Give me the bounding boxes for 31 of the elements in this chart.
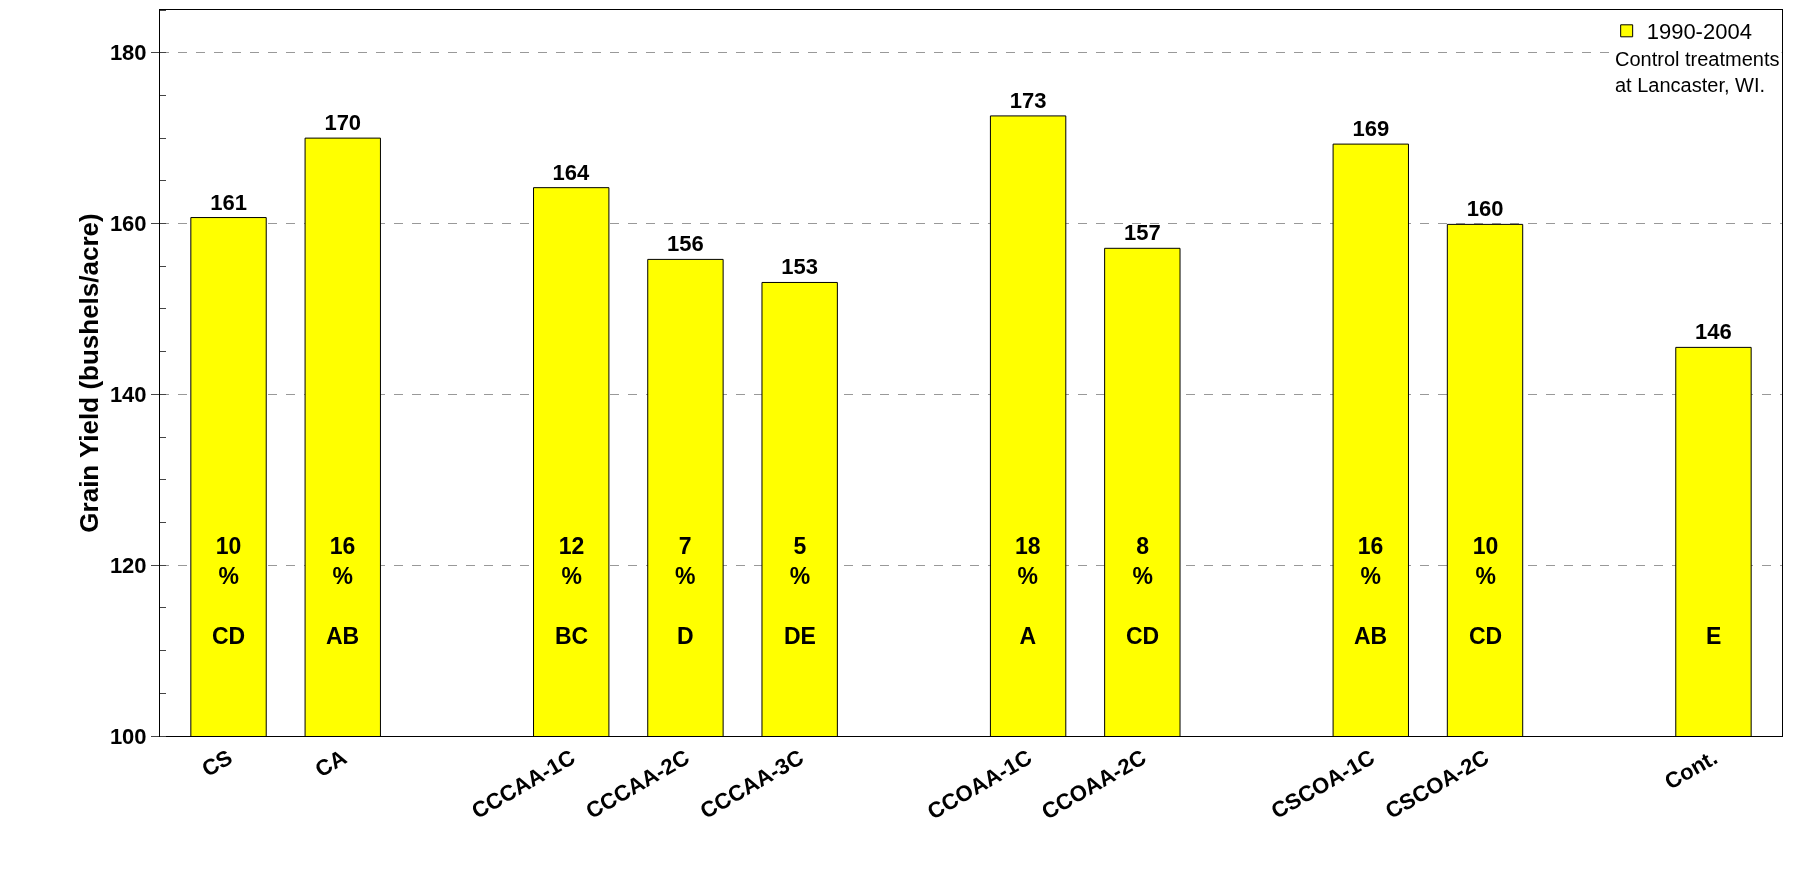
text: 10 % CD <box>1469 533 1503 649</box>
data-label: 164 <box>552 159 590 185</box>
text: 16 % AB <box>1354 533 1388 649</box>
annotation: E <box>1706 623 1722 649</box>
text: 8 % CD <box>1126 533 1160 649</box>
data-label: 169 <box>1352 116 1390 142</box>
data-label: 156 <box>667 231 704 257</box>
text: 18 % A <box>1015 533 1041 649</box>
text: 10 % CD <box>212 533 246 649</box>
data-label: 160 <box>1466 196 1504 222</box>
x-tick-label: CA <box>310 744 351 783</box>
data-label: 157 <box>1123 220 1161 246</box>
x-tick-label: CS <box>197 744 237 782</box>
data-label: 173 <box>1009 87 1047 113</box>
y-axis-title: Grain Yield (bushels/acre) <box>74 213 104 533</box>
y-tick-label: 120 <box>109 552 147 578</box>
text: 5 % DE <box>784 533 816 649</box>
text: 16 % AB <box>326 533 360 649</box>
x-tick-label: Cont. <box>1660 744 1722 795</box>
data-label: 161 <box>210 189 247 215</box>
y-tick-label: 160 <box>109 211 147 237</box>
data-label: 153 <box>781 254 819 280</box>
annotation: Control treatments at Lancaster, WI. <box>1615 48 1780 96</box>
y-tick-label: 100 <box>109 723 147 749</box>
data-label: 146 <box>1695 319 1732 345</box>
data-label: 170 <box>324 110 362 136</box>
text: 7 % D <box>675 533 696 649</box>
text: 12 % BC <box>555 533 589 649</box>
y-tick-label: 180 <box>109 40 147 66</box>
legend-label: 1990-2004 <box>1646 19 1752 45</box>
y-tick-label: 140 <box>109 382 147 408</box>
